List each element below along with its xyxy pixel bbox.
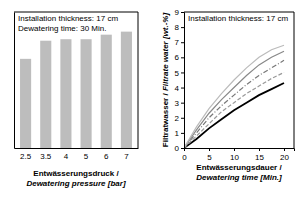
- tick-mark: [181, 72, 184, 73]
- tick-mark: [181, 57, 184, 58]
- bar: [40, 41, 51, 148]
- line: [184, 60, 284, 148]
- bar: [81, 39, 92, 148]
- chart: 0 5 10 15 20 0 1 2 3 4 5 6 7 8 9 Installation thickness…: [161, 8, 295, 182]
- tick-label: 0: [175, 144, 180, 153]
- bars: [20, 32, 132, 148]
- frame: [294, 12, 295, 148]
- axis-title: Entwässerungsdauer /: [196, 163, 282, 172]
- tick: 5: [84, 148, 89, 161]
- tick-label: 4: [64, 152, 69, 161]
- tick: 4: [64, 148, 69, 161]
- tick-label: 0: [182, 153, 187, 162]
- tick: 3.5: [40, 148, 52, 161]
- axis-line: [181, 13, 185, 149]
- lines: [184, 45, 284, 148]
- axis-title-part: Filtrate water [wt.-%]: [161, 13, 170, 94]
- tick: 1: [175, 129, 184, 138]
- figure: 2.53.54567Installation thickness: 17 cmD…: [0, 0, 300, 200]
- tick: 4: [175, 84, 184, 93]
- tick-label: 15: [255, 153, 264, 162]
- tick-label: 10: [230, 153, 239, 162]
- tick-mark: [284, 148, 285, 151]
- tick: 2.5: [20, 148, 32, 161]
- bar: [101, 35, 112, 148]
- tick-mark: [181, 118, 184, 119]
- annotation: Installation thickness: 17 cm: [18, 14, 118, 23]
- tick: 0: [182, 148, 187, 162]
- line: [184, 72, 284, 148]
- tick: 10: [230, 148, 239, 162]
- tick: 6: [175, 53, 184, 62]
- x-axis: 2.5 3.5 4 5 6 7: [15, 148, 139, 161]
- tick-label: 5: [84, 152, 89, 161]
- axis-title: Dewatering pressure [bar]: [26, 179, 125, 188]
- axis-line: [14, 13, 15, 149]
- line: [184, 51, 284, 148]
- y-axis: 0 1 2 3 4 5 6 7 8 9: [175, 8, 185, 153]
- axis-line: [15, 148, 139, 149]
- tick-mark: [181, 27, 184, 28]
- axis-title: Dewatering time [Min.]: [196, 173, 282, 182]
- tick-label: 20: [280, 153, 289, 162]
- tick-label: 8: [175, 23, 180, 32]
- y-axis: [14, 13, 15, 149]
- tick-mark: [259, 148, 260, 151]
- tick-mark: [181, 88, 184, 89]
- tick: 2: [175, 114, 184, 123]
- tick-label: 6: [175, 53, 180, 62]
- tick-label: 9: [175, 8, 180, 17]
- tick-label: 2: [175, 114, 180, 123]
- tick-label: 3: [175, 99, 180, 108]
- tick-label: 6: [104, 152, 109, 161]
- tick: 20: [280, 148, 289, 162]
- tick: 9: [175, 8, 184, 17]
- frame: [138, 12, 139, 148]
- tick-mark: [181, 148, 184, 149]
- tick-mark: [181, 103, 184, 104]
- tick-label: 3.5: [40, 152, 52, 161]
- tick: 0: [175, 144, 184, 153]
- axis-title: Filtratwasser / Filtrate water [wt.-%]: [161, 13, 170, 148]
- bar: [121, 32, 132, 148]
- frame: [14, 12, 138, 13]
- tick: 6: [104, 148, 109, 161]
- annotation: Installation thickness: 17 cm: [188, 14, 288, 23]
- tick-label: 5: [207, 153, 212, 162]
- bar: [60, 39, 71, 148]
- tick-label: 5: [175, 69, 180, 78]
- axis-line: [185, 149, 295, 152]
- tick: 8: [175, 23, 184, 32]
- tick: 7: [124, 148, 129, 161]
- tick-mark: [209, 148, 210, 151]
- annotation: Dewatering time: 30 Min.: [18, 24, 106, 33]
- tick-label: 7: [175, 38, 180, 47]
- frame: [184, 12, 294, 13]
- bar: [20, 59, 31, 148]
- x-axis: 0 5 10 15 20: [182, 148, 294, 162]
- tick: 3: [175, 99, 184, 108]
- tick: 7: [175, 38, 184, 47]
- tick-label: 2.5: [20, 152, 32, 161]
- tick-mark: [181, 12, 184, 13]
- tick-mark: [181, 42, 184, 43]
- axis-title: Entwässerungsdruck /: [33, 169, 119, 178]
- line: [184, 45, 284, 148]
- tick-mark: [181, 133, 184, 134]
- tick-label: 7: [124, 152, 129, 161]
- tick-mark: [234, 148, 235, 151]
- tick: 5: [175, 69, 184, 78]
- tick: 15: [255, 148, 264, 162]
- line: [184, 83, 284, 148]
- tick: 5: [207, 148, 212, 162]
- chart: 2.53.54567Installation thickness: 17 cmD…: [14, 12, 139, 188]
- axis-title-part: Filtratwasser /: [161, 93, 170, 148]
- tick-label: 4: [175, 84, 180, 93]
- tick-label: 1: [175, 129, 180, 138]
